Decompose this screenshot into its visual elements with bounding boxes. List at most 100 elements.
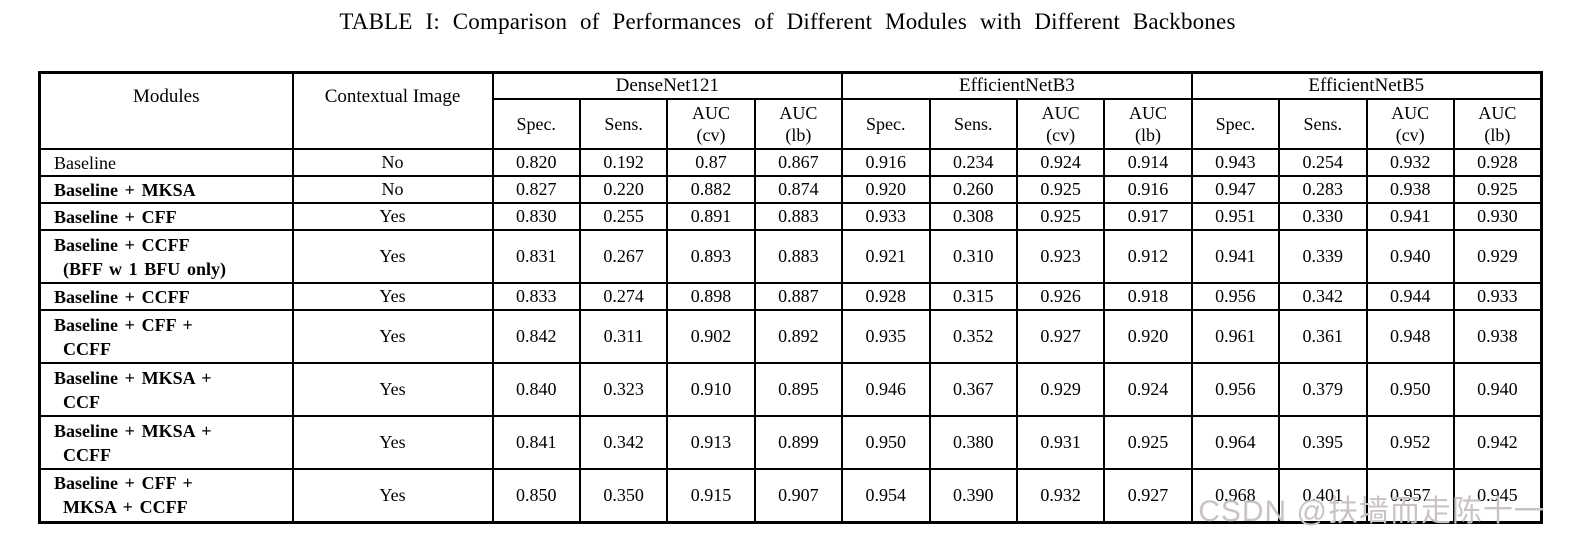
module-cell: Baseline + MKSA + CCFF: [38, 415, 294, 470]
metric-value-cell: 0.964: [1190, 415, 1281, 470]
module-cell: Baseline + CCFF (BFF w 1 BFU only): [38, 229, 294, 284]
metric-value-cell: 0.874: [753, 175, 844, 204]
metric-value-cell: 0.930: [1452, 202, 1543, 231]
table-row: Baseline + CFF + CCFF Yes 0.842 0.311 0.902 0.…: [38, 309, 1543, 364]
metric-value-cell: 0.898: [666, 282, 756, 311]
metric-value-cell: 0.941: [1190, 229, 1281, 284]
results-table: Modules Contextual Image DenseNet121 Eff…: [38, 71, 1543, 524]
metric-value-cell: 0.932: [1365, 148, 1455, 177]
metric-value-cell: 0.899: [753, 415, 844, 470]
backbone-header-efficientnetb3: EfficientNetB3: [841, 71, 1193, 100]
table-row: Baseline No 0.820 0.192 0.87 0.867 0.916 0.234 0…: [38, 148, 1543, 177]
metric-header-spec: Spec.: [491, 98, 581, 150]
metric-value-cell: 0.352: [928, 309, 1018, 364]
metric-value-cell: 0.968: [1190, 468, 1281, 523]
metric-value-cell: 0.367: [928, 362, 1018, 417]
metric-value-cell: 0.883: [753, 202, 844, 231]
metric-value-cell: 0.928: [1452, 148, 1543, 177]
metric-value-cell: 0.925: [1015, 175, 1106, 204]
metric-value-cell: 0.927: [1015, 309, 1106, 364]
backbone-header-efficientnetb5: EfficientNetB5: [1190, 71, 1543, 100]
metric-value-cell: 0.942: [1452, 415, 1543, 470]
metric-value-cell: 0.914: [1103, 148, 1193, 177]
metric-value-cell: 0.928: [841, 282, 931, 311]
contextual-image-cell: Yes: [291, 362, 494, 417]
metric-value-cell: 0.918: [1103, 282, 1193, 311]
metric-value-cell: 0.87: [666, 148, 756, 177]
col-header-contextual-image: Contextual Image: [291, 71, 494, 150]
metric-value-cell: 0.255: [578, 202, 669, 231]
table-row: Baseline + CFF Yes 0.830 0.255 0.891 0.883 0.9…: [38, 202, 1543, 231]
metric-value-cell: 0.916: [841, 148, 931, 177]
table-row: Baseline + MKSA + CCFF Yes 0.841 0.342 0.913 0…: [38, 415, 1543, 470]
metric-value-cell: 0.831: [491, 229, 581, 284]
metric-value-cell: 0.907: [753, 468, 844, 523]
module-cell: Baseline + CFF + CCFF: [38, 309, 294, 364]
table-row: Baseline + CFF + MKSA + CCFF Yes 0.850 0.350…: [38, 468, 1543, 523]
metric-value-cell: 0.267: [578, 229, 669, 284]
metric-value-cell: 0.827: [491, 175, 581, 204]
metric-header-auc-lb: AUC (lb): [1103, 98, 1193, 150]
metric-value-cell: 0.379: [1278, 362, 1368, 417]
metric-value-cell: 0.940: [1365, 229, 1455, 284]
metric-value-cell: 0.260: [928, 175, 1018, 204]
metric-value-cell: 0.395: [1278, 415, 1368, 470]
metric-value-cell: 0.951: [1190, 202, 1281, 231]
metric-value-cell: 0.330: [1278, 202, 1368, 231]
metric-header-sens: Sens.: [578, 98, 669, 150]
module-cell: Baseline + MKSA: [38, 175, 294, 204]
table-row: Baseline + CCFF Yes 0.833 0.274 0.898 0.887 0.…: [38, 282, 1543, 311]
metric-value-cell: 0.946: [841, 362, 931, 417]
col-header-modules: Modules: [38, 71, 294, 150]
module-cell: Baseline + CCFF: [38, 282, 294, 311]
contextual-image-cell: Yes: [291, 229, 494, 284]
metric-value-cell: 0.952: [1365, 415, 1455, 470]
metric-value-cell: 0.929: [1452, 229, 1543, 284]
metric-value-cell: 0.925: [1452, 175, 1543, 204]
metric-value-cell: 0.917: [1103, 202, 1193, 231]
contextual-image-cell: Yes: [291, 282, 494, 311]
metric-value-cell: 0.311: [578, 309, 669, 364]
metric-header-auc-cv: AUC (cv): [666, 98, 756, 150]
metric-value-cell: 0.910: [666, 362, 756, 417]
module-cell: Baseline + MKSA + CCF: [38, 362, 294, 417]
table-row: Baseline + CCFF (BFF w 1 BFU only) Yes 0.83…: [38, 229, 1543, 284]
metric-value-cell: 0.833: [491, 282, 581, 311]
metric-value-cell: 0.943: [1190, 148, 1281, 177]
module-cell: Baseline + CFF + MKSA + CCFF: [38, 468, 294, 523]
metric-value-cell: 0.893: [666, 229, 756, 284]
metric-value-cell: 0.921: [841, 229, 931, 284]
table-row: Baseline + MKSA No 0.827 0.220 0.882 0.874 0.9…: [38, 175, 1543, 204]
metric-value-cell: 0.950: [841, 415, 931, 470]
metric-value-cell: 0.938: [1365, 175, 1455, 204]
metric-value-cell: 0.882: [666, 175, 756, 204]
metric-value-cell: 0.929: [1015, 362, 1106, 417]
module-cell: Baseline: [38, 148, 294, 177]
metric-header-sens: Sens.: [1278, 98, 1368, 150]
metric-value-cell: 0.308: [928, 202, 1018, 231]
metric-value-cell: 0.945: [1452, 468, 1543, 523]
metric-header-spec: Spec.: [841, 98, 931, 150]
metric-value-cell: 0.931: [1015, 415, 1106, 470]
metric-value-cell: 0.948: [1365, 309, 1455, 364]
metric-value-cell: 0.895: [753, 362, 844, 417]
metric-value-cell: 0.923: [1015, 229, 1106, 284]
metric-value-cell: 0.850: [491, 468, 581, 523]
metric-value-cell: 0.938: [1452, 309, 1543, 364]
metric-value-cell: 0.220: [578, 175, 669, 204]
metric-value-cell: 0.915: [666, 468, 756, 523]
metric-value-cell: 0.935: [841, 309, 931, 364]
metric-value-cell: 0.916: [1103, 175, 1193, 204]
metric-value-cell: 0.323: [578, 362, 669, 417]
metric-value-cell: 0.913: [666, 415, 756, 470]
metric-value-cell: 0.310: [928, 229, 1018, 284]
metric-value-cell: 0.401: [1278, 468, 1368, 523]
contextual-image-cell: Yes: [291, 415, 494, 470]
metric-value-cell: 0.926: [1015, 282, 1106, 311]
metric-value-cell: 0.342: [1278, 282, 1368, 311]
backbone-header-densenet121: DenseNet121: [491, 71, 844, 100]
metric-value-cell: 0.820: [491, 148, 581, 177]
contextual-image-cell: Yes: [291, 468, 494, 523]
metric-value-cell: 0.925: [1103, 415, 1193, 470]
metric-header-auc-cv: AUC (cv): [1365, 98, 1455, 150]
